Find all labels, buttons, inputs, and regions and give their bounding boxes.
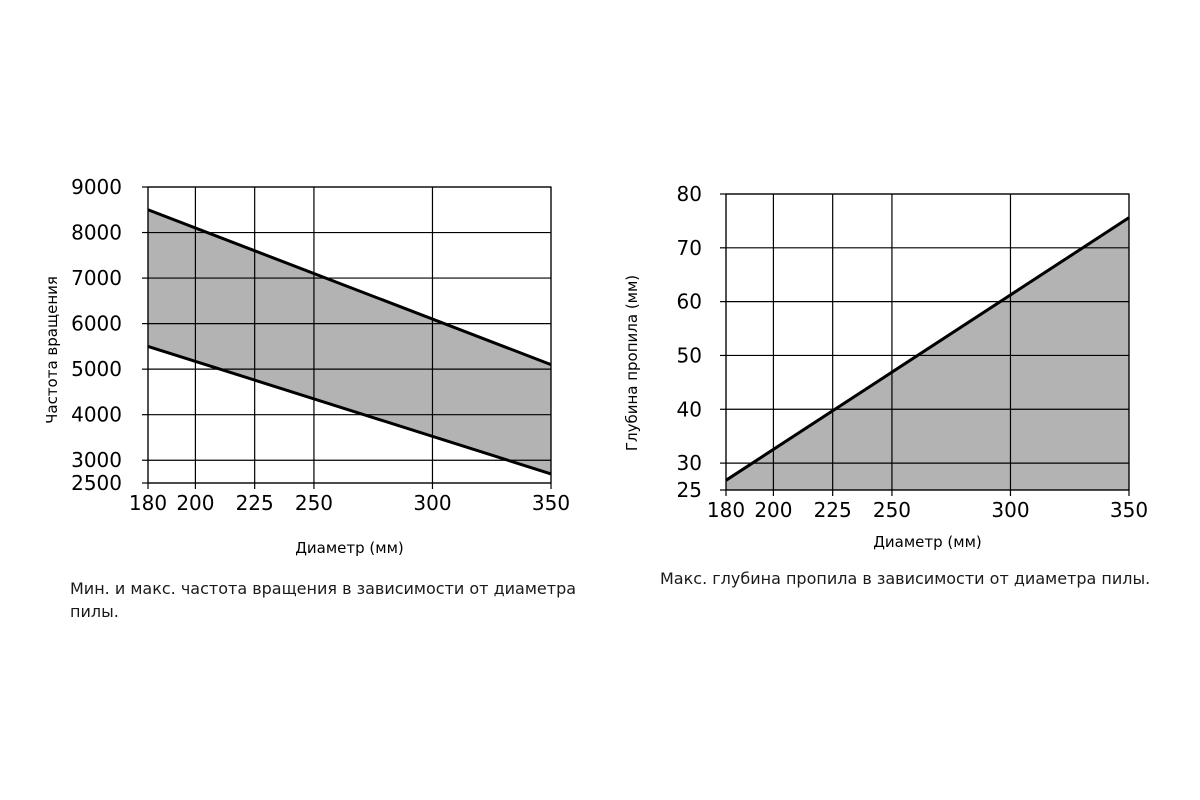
cut-depth-chart: 180 200 225 250 300 350 25 30 40 50 60 70 80 Диаметр …: [623, 182, 1148, 551]
x-tick-label: 350: [532, 491, 570, 515]
y-tick-label: 30: [677, 451, 702, 475]
rpm-chart-caption: Мин. и макс. частота вращения в зависимо…: [70, 579, 577, 621]
x-tick-label: 180: [707, 498, 745, 522]
y-axis-label: Глубина пропила (мм): [623, 275, 641, 451]
plot-frame: [147, 186, 552, 484]
x-tick-label: 200: [176, 491, 214, 515]
x-tick-label: 300: [991, 498, 1029, 522]
x-tick-label: 300: [413, 491, 451, 515]
x-tick-label: 250: [873, 498, 911, 522]
y-tick-label: 9000: [71, 175, 122, 199]
filled-area: [726, 217, 1129, 490]
plot-frame: [725, 193, 1130, 491]
y-tick-label: 25: [677, 478, 702, 502]
series-line: [725, 216, 1130, 482]
x-tick-label: 200: [754, 498, 792, 522]
x-tick-label: 350: [1110, 498, 1148, 522]
series-line: [147, 344, 552, 476]
y-tick-label: 3000: [71, 448, 122, 472]
y-tick-label: 6000: [71, 312, 122, 336]
y-tick-label: 40: [677, 397, 702, 421]
y-tick-label: 2500: [71, 471, 122, 495]
y-tick-label: 50: [677, 343, 702, 367]
y-tick-label: 80: [677, 182, 702, 206]
y-axis-label: Частота вращения: [43, 276, 61, 424]
cut-depth-chart-caption: Макс. глубина пропила в зависимости от д…: [660, 569, 1151, 588]
x-axis-label: Диаметр (мм): [295, 539, 404, 557]
y-tick-label: 7000: [71, 266, 122, 290]
x-tick-label: 250: [295, 491, 333, 515]
y-tick-label: 5000: [71, 357, 122, 381]
y-tick-label: 8000: [71, 221, 122, 245]
series-line: [147, 208, 552, 367]
x-tick-label: 225: [814, 498, 852, 522]
y-tick-label: 60: [677, 290, 702, 314]
x-tick-label: 180: [129, 491, 167, 515]
x-tick-label: 225: [236, 491, 274, 515]
y-tick-label: 4000: [71, 403, 122, 427]
x-axis-label: Диаметр (мм): [873, 533, 982, 551]
filled-area: [148, 209, 551, 474]
y-tick-label: 70: [677, 236, 702, 260]
